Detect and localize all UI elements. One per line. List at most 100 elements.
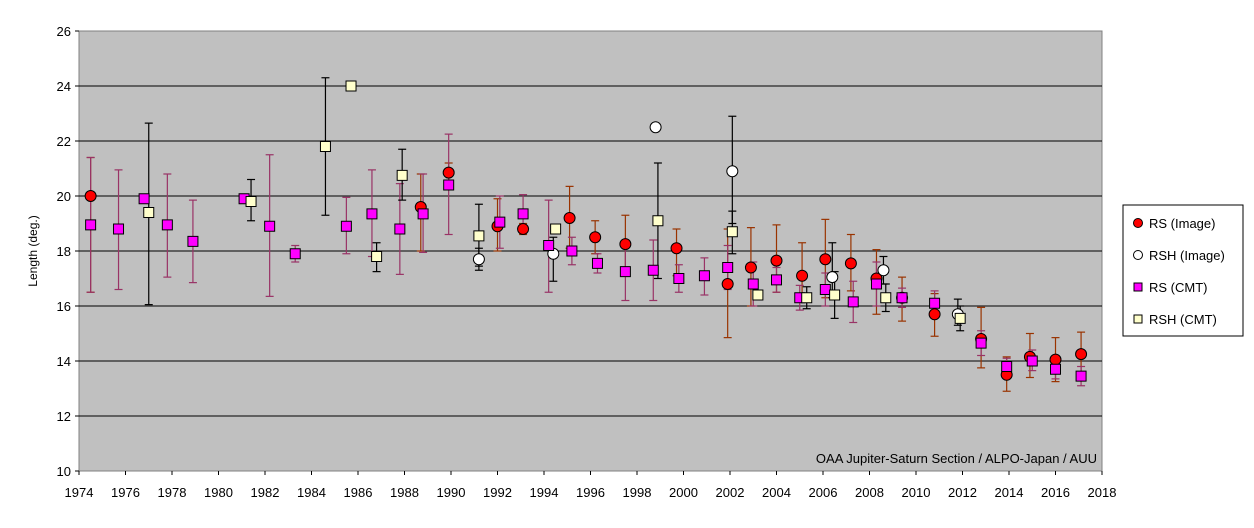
x-tick-label: 2006 <box>809 485 838 500</box>
rsh-image-point <box>877 264 890 277</box>
rsh-cmt-point <box>880 292 892 304</box>
rs-cmt-point <box>289 248 301 260</box>
rs-image-point <box>517 223 530 235</box>
y-tick-label: 26 <box>57 24 71 39</box>
rsh-cmt-point <box>319 141 331 152</box>
rs-cmt-point <box>543 240 555 251</box>
rs-image-point <box>1075 348 1088 361</box>
rs-image-point <box>744 261 757 274</box>
rs-cmt-point <box>417 208 429 220</box>
rs-cmt-point <box>264 220 276 232</box>
x-tick-label: 1978 <box>158 485 187 500</box>
y-tick-label: 24 <box>57 79 71 94</box>
x-tick-label: 1994 <box>530 485 559 500</box>
rs-image-point <box>670 242 683 255</box>
x-tick-label: 2012 <box>948 485 977 500</box>
rs-cmt-point <box>1050 363 1061 375</box>
rs-cmt-point <box>747 278 759 290</box>
y-tick-label: 16 <box>57 299 71 314</box>
data-markers <box>84 80 1088 382</box>
rs-cmt-point <box>771 274 782 286</box>
rs-cmt-point <box>673 273 685 284</box>
rs-cmt-point <box>1075 370 1087 382</box>
rs-image-point <box>796 269 809 282</box>
x-tick-label: 1992 <box>483 485 512 500</box>
rsh-cmt-point <box>801 292 813 304</box>
rs-image-point <box>619 238 632 251</box>
legend-label: RS (Image) <box>1149 216 1215 231</box>
rsh-cmt-point <box>726 226 738 238</box>
legend-items: RS (Image) RSH (Image) RS (CMT) RSH (CMT) <box>1133 216 1225 327</box>
rs-image-point <box>1049 353 1062 366</box>
legend: RS (Image) RSH (Image) RS (CMT) RSH (CMT) <box>1122 204 1244 337</box>
rsh-cmt-point <box>752 289 764 301</box>
rs-image-point <box>844 257 857 270</box>
rs-image-point <box>589 231 602 244</box>
rs-image-point <box>928 308 941 321</box>
x-tick-label: 1976 <box>111 485 140 500</box>
x-tick-label: 2008 <box>855 485 884 500</box>
rs-image-point <box>770 254 783 267</box>
rs-image-point <box>563 212 576 224</box>
rs-cmt-point <box>566 245 578 257</box>
rsh-cmt-point <box>396 169 408 181</box>
rs-cmt-point <box>722 262 734 273</box>
rsh-image-point <box>472 253 485 266</box>
y-tick-label: 14 <box>57 354 71 369</box>
y-tick-label: 12 <box>57 409 71 424</box>
x-tick-label: 1980 <box>204 485 233 500</box>
rs-cmt-point <box>1001 361 1013 372</box>
rsh-cmt-point <box>550 223 562 235</box>
rs-cmt-point <box>340 220 352 232</box>
legend-label: RSH (Image) <box>1149 248 1225 263</box>
rsh-image-point <box>826 271 839 284</box>
rsh-cmt-point <box>829 289 841 301</box>
y-axis-label: Length (deg.) <box>26 215 40 286</box>
rsh-cmt-point <box>245 196 257 207</box>
x-tick-label: 2014 <box>995 485 1024 500</box>
rsh-cmt-point <box>652 215 664 227</box>
x-tick-label: 1988 <box>390 485 419 500</box>
x-tick-label: 1986 <box>344 485 373 500</box>
x-tick-label: 2002 <box>716 485 745 500</box>
legend-marker <box>1133 282 1143 292</box>
y-tick-label: 18 <box>57 244 71 259</box>
rsh-image-point <box>726 165 739 178</box>
rs-cmt-point <box>161 219 173 231</box>
rsh-cmt-point <box>954 312 966 324</box>
rs-image-point <box>442 166 455 179</box>
rs-cmt-point <box>896 292 908 304</box>
rs-cmt-point <box>819 284 831 295</box>
x-tick-label: 1984 <box>297 485 326 500</box>
rsh-cmt-point <box>143 207 155 218</box>
rs-image-point <box>84 190 97 202</box>
rs-cmt-point <box>975 337 987 349</box>
x-tick-label: 2010 <box>902 485 931 500</box>
rs-cmt-point <box>870 278 882 290</box>
rsh-image-point <box>649 121 662 134</box>
rs-cmt-point <box>591 257 603 269</box>
x-tick-label: 1982 <box>251 485 280 500</box>
x-tick-label: 2016 <box>1041 485 1070 500</box>
x-tick-label: 1996 <box>576 485 605 500</box>
rs-cmt-point <box>647 264 659 276</box>
x-tick-label: 2000 <box>669 485 698 500</box>
x-tick-label: 2018 <box>1088 485 1117 500</box>
legend-box <box>1122 204 1244 337</box>
rs-image-point <box>819 253 832 266</box>
rs-cmt-point <box>85 219 97 231</box>
legend-label: RS (CMT) <box>1149 280 1208 295</box>
rsh-cmt-point <box>345 80 357 92</box>
x-axis-ticks: 1974 1976 1978 1980 1982 1984 1986 1988 1990 1992… <box>65 471 1117 500</box>
rs-cmt-point <box>138 193 150 205</box>
x-tick-label: 1998 <box>623 485 652 500</box>
rs-cmt-point <box>394 223 406 235</box>
rs-cmt-point <box>113 223 125 235</box>
y-tick-label: 22 <box>57 134 71 149</box>
rs-image-point <box>721 278 734 290</box>
rs-cmt-point <box>366 208 378 220</box>
rs-cmt-point <box>443 179 455 191</box>
x-tick-label: 1990 <box>437 485 466 500</box>
rs-cmt-point <box>494 216 506 228</box>
